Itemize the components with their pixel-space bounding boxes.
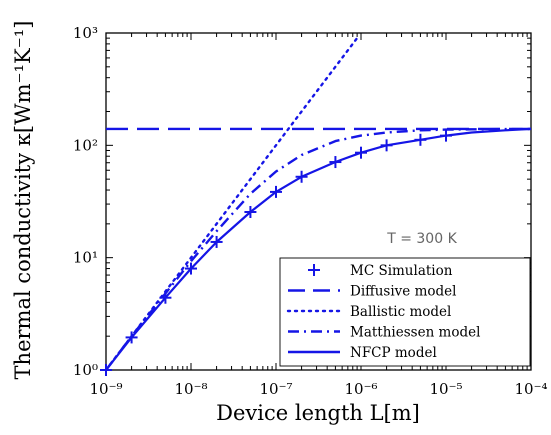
x-tick-label: 10⁻⁵: [429, 380, 462, 398]
mc-simulation-point: [380, 139, 393, 152]
legend-item-matthiessen-model: Matthiessen model: [288, 325, 480, 341]
legend-item-ballistic-model: Ballistic model: [286, 304, 451, 320]
series-lines: [106, 36, 531, 370]
y-axis-label: Thermal conductivity κ[Wm⁻¹K⁻¹]: [11, 21, 35, 380]
y-tick-label: 10²: [73, 136, 98, 154]
y-tick-label: 10¹: [73, 249, 98, 267]
legend-label: NFCP model: [350, 345, 437, 361]
mc-simulation-markers: [100, 129, 452, 376]
mc-simulation-point: [270, 185, 282, 198]
mc-simulation-point: [295, 170, 308, 183]
mc-simulation-point: [159, 291, 172, 304]
y-tick-label: 10³: [73, 24, 98, 42]
legend-item-diffusive-model: Diffusive model: [288, 284, 456, 300]
legend-label: MC Simulation: [350, 263, 453, 279]
mc-simulation-point: [185, 262, 197, 275]
legend-label: Ballistic model: [350, 304, 451, 320]
x-tick-label: 10⁻⁸: [174, 380, 207, 398]
y-tick-label: 10⁰: [73, 361, 98, 379]
y-tick-labels: 10⁰ 10¹ 10² 10³: [73, 24, 98, 379]
nfcp-model-line: [106, 127, 531, 370]
axis-ticks: [105, 32, 532, 371]
mc-simulation-point: [329, 156, 342, 169]
matthiessen-model-line: [106, 127, 531, 370]
mc-simulation-point: [414, 133, 427, 146]
legend-item-nfcp-model: NFCP model: [288, 345, 437, 361]
mc-simulation-point: [210, 235, 223, 248]
mc-simulation-point: [244, 205, 257, 218]
mc-simulation-point: [100, 364, 112, 376]
x-axis-label: Device length L[m]: [216, 401, 420, 425]
x-tick-label: 10⁻⁶: [344, 380, 377, 398]
temperature-annotation: T = 300 K: [386, 231, 457, 247]
legend-label: Matthiessen model: [350, 325, 480, 341]
mc-simulation-point: [440, 129, 452, 142]
x-tick-labels: 10⁻⁹ 10⁻⁸ 10⁻⁷ 10⁻⁶ 10⁻⁵ 10⁻⁴: [89, 380, 547, 398]
legend: MC Simulation Diffusive model Ballistic mo…: [279, 257, 531, 367]
x-tick-label: 10⁻⁹: [89, 380, 122, 398]
legend-box: [279, 257, 531, 367]
legend-item-mc-simulation: MC Simulation: [308, 263, 453, 279]
x-tick-label: 10⁻⁷: [259, 380, 292, 398]
x-tick-label: 10⁻⁴: [514, 380, 547, 398]
mc-simulation-point: [355, 146, 367, 159]
legend-label: Diffusive model: [350, 284, 456, 300]
mc-simulation-point: [125, 331, 138, 344]
